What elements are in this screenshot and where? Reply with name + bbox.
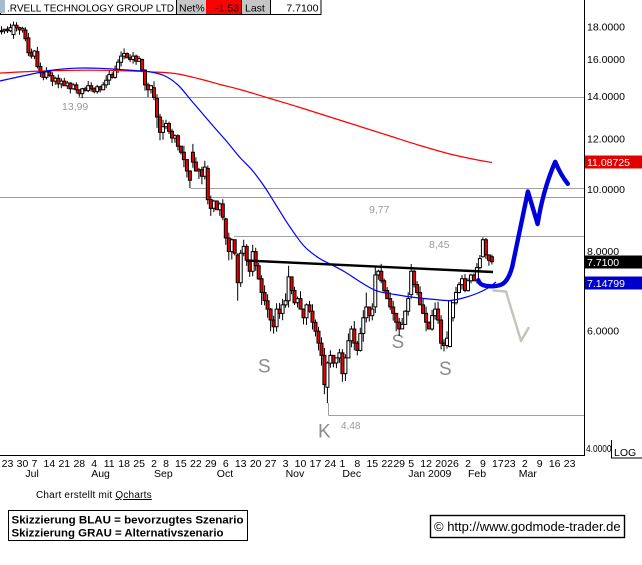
svg-text:Net%: Net% xyxy=(179,3,205,15)
svg-text:9,77: 9,77 xyxy=(369,204,390,216)
svg-text:.RVELL TECHNOLOGY GROUP LTD: .RVELL TECHNOLOGY GROUP LTD xyxy=(7,3,174,15)
svg-text:S: S xyxy=(392,332,405,353)
svg-text:9: 9 xyxy=(480,458,486,470)
svg-text:15: 15 xyxy=(175,458,187,470)
svg-text:6: 6 xyxy=(223,458,229,470)
svg-text:12.0000: 12.0000 xyxy=(587,134,625,146)
svg-text:Skizzierung GRAU = Alternativs: Skizzierung GRAU = Alternativszenario xyxy=(12,528,224,540)
svg-text:10.0000: 10.0000 xyxy=(587,184,625,196)
svg-text:2: 2 xyxy=(465,458,471,470)
svg-text:© http://www.godmode-trader.de: © http://www.godmode-trader.de xyxy=(434,519,621,534)
svg-text:8,45: 8,45 xyxy=(429,239,450,251)
svg-text:29: 29 xyxy=(393,458,405,470)
svg-text:3: 3 xyxy=(283,458,289,470)
svg-text:Dec: Dec xyxy=(342,468,361,480)
svg-text:Mar: Mar xyxy=(519,468,538,480)
svg-text:Oct: Oct xyxy=(217,468,233,480)
svg-text:13,99: 13,99 xyxy=(62,101,88,113)
svg-text:4: 4 xyxy=(91,458,97,470)
svg-text:16: 16 xyxy=(549,458,561,470)
svg-text:18: 18 xyxy=(118,458,130,470)
svg-text:15: 15 xyxy=(366,458,378,470)
svg-text:21: 21 xyxy=(58,458,70,470)
svg-text:Feb: Feb xyxy=(468,468,486,480)
svg-text:13: 13 xyxy=(235,458,247,470)
svg-text:18.0000: 18.0000 xyxy=(587,22,625,34)
svg-text:14.0000: 14.0000 xyxy=(587,91,625,103)
svg-text:10: 10 xyxy=(295,458,307,470)
svg-text:9: 9 xyxy=(537,458,543,470)
svg-text:Chart erstellt mit Qcharts: Chart erstellt mit Qcharts xyxy=(36,490,152,501)
svg-text:20: 20 xyxy=(250,458,262,470)
svg-text:28: 28 xyxy=(73,458,85,470)
svg-text:26: 26 xyxy=(447,458,459,470)
svg-text:12: 12 xyxy=(420,458,432,470)
svg-text:5: 5 xyxy=(408,458,414,470)
svg-text:11.08725: 11.08725 xyxy=(587,157,630,169)
svg-text:27: 27 xyxy=(265,458,277,470)
svg-text:24: 24 xyxy=(325,458,337,470)
svg-text:4.0000: 4.0000 xyxy=(586,443,612,455)
svg-text:4,48: 4,48 xyxy=(341,421,361,432)
svg-text:Jan 2009: Jan 2009 xyxy=(408,468,451,480)
svg-text:S: S xyxy=(439,359,452,380)
svg-text:6.0000: 6.0000 xyxy=(587,326,619,338)
svg-text:17: 17 xyxy=(492,458,504,470)
svg-text:11: 11 xyxy=(104,458,115,470)
svg-text:2: 2 xyxy=(522,458,528,470)
svg-text:17: 17 xyxy=(310,458,322,470)
svg-text:Nov: Nov xyxy=(286,468,305,480)
svg-text:2: 2 xyxy=(151,458,157,470)
svg-text:22: 22 xyxy=(190,458,202,470)
svg-text:S: S xyxy=(258,357,271,378)
svg-text:23: 23 xyxy=(564,458,576,470)
svg-text:7: 7 xyxy=(31,458,37,470)
svg-text:30: 30 xyxy=(17,458,29,470)
svg-text:14: 14 xyxy=(44,458,56,470)
svg-text:7.7100: 7.7100 xyxy=(587,257,619,269)
svg-text:1: 1 xyxy=(339,458,345,470)
svg-text:Jul: Jul xyxy=(25,468,38,480)
svg-text:23: 23 xyxy=(2,458,14,470)
svg-text:20: 20 xyxy=(435,458,447,470)
svg-text:22: 22 xyxy=(381,458,393,470)
svg-text:Aug: Aug xyxy=(91,468,110,480)
svg-text:Sep: Sep xyxy=(154,468,173,480)
svg-text:16.0000: 16.0000 xyxy=(587,54,625,66)
svg-text:LOG: LOG xyxy=(614,447,636,459)
svg-text:Last: Last xyxy=(245,3,265,15)
svg-text:8: 8 xyxy=(163,458,169,470)
svg-text:8: 8 xyxy=(354,458,360,470)
svg-text:7.7100: 7.7100 xyxy=(286,3,318,15)
svg-text:K: K xyxy=(318,422,331,443)
svg-text:8.0000: 8.0000 xyxy=(587,246,619,258)
svg-text:Skizzierung BLAU = bevorzugtes: Skizzierung BLAU = bevorzugtes Szenario xyxy=(12,515,244,527)
svg-text:-1.53: -1.53 xyxy=(215,3,239,15)
svg-text:23: 23 xyxy=(504,458,516,470)
svg-text:7.14799: 7.14799 xyxy=(587,278,625,290)
svg-text:29: 29 xyxy=(205,458,217,470)
svg-text:25: 25 xyxy=(133,458,145,470)
